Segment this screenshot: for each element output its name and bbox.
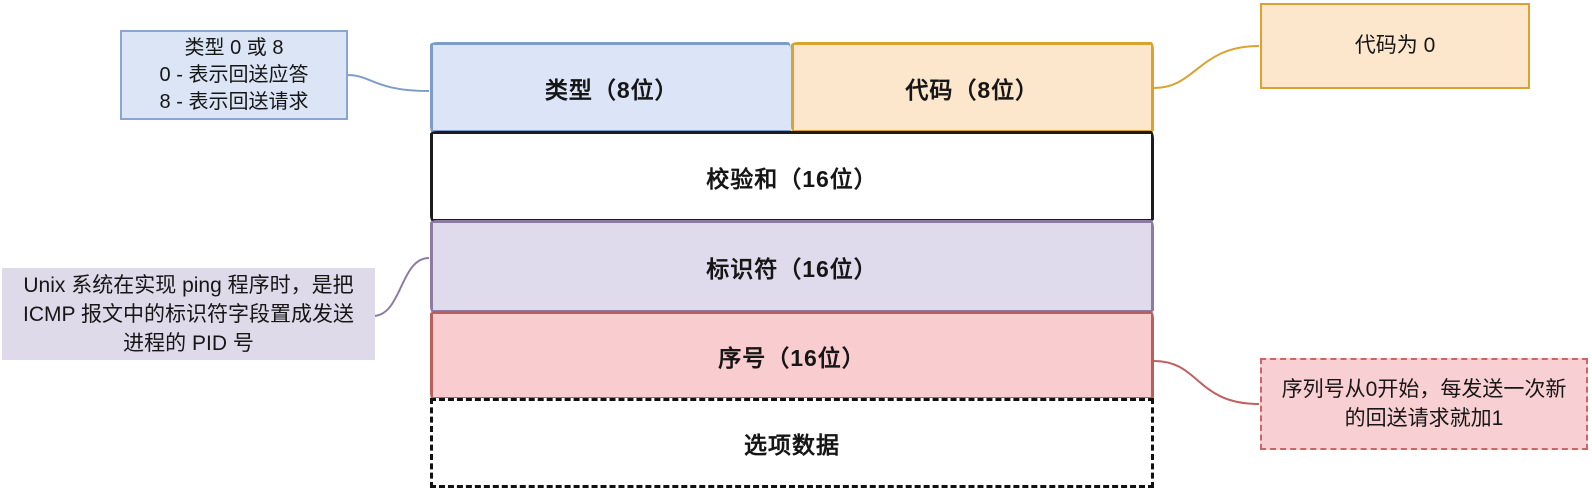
- type-note-line-2: 0 - 表示回送应答: [159, 63, 309, 86]
- field-identifier: 标识符（16位）: [430, 220, 1154, 313]
- sequence-note: 序列号从0开始，每发送一次新 的回送请求就加1: [1260, 358, 1588, 450]
- identifier-note-line-1: Unix 系统在实现 ping 程序时，是把: [23, 273, 354, 297]
- type-note-line-3: 8 - 表示回送请求: [159, 90, 309, 113]
- sequence-note-line-1: 序列号从0开始，每发送一次新: [1281, 378, 1567, 401]
- field-type-label: 类型（8位）: [544, 76, 679, 103]
- field-code-label: 代码（8位）: [905, 76, 1040, 103]
- field-options-data: 选项数据: [430, 398, 1154, 488]
- field-checksum-label: 校验和（16位）: [706, 165, 878, 192]
- type-note-line-1: 类型 0 或 8: [184, 36, 284, 59]
- field-identifier-label: 标识符（16位）: [706, 255, 878, 282]
- field-type: 类型（8位）: [430, 42, 791, 133]
- field-sequence-label: 序号（16位）: [718, 344, 866, 371]
- field-options-data-label: 选项数据: [744, 432, 840, 458]
- type-note-connector-line: [346, 74, 430, 92]
- field-row-type-code: 类型（8位） 代码（8位）: [430, 42, 1154, 133]
- field-sequence: 序号（16位）: [430, 311, 1154, 400]
- identifier-note-line-3: 进程的 PID 号: [123, 331, 254, 355]
- sequence-note-line-2: 的回送请求就加1: [1344, 407, 1504, 430]
- code-note: 代码为 0: [1260, 3, 1530, 89]
- code-note-connector-line: [1153, 45, 1260, 89]
- code-note-text: 代码为 0: [1354, 34, 1436, 57]
- identifier-note: Unix 系统在实现 ping 程序时，是把 ICMP 报文中的标识符字段置成发…: [2, 268, 375, 360]
- identifier-note-line-2: ICMP 报文中的标识符字段置成发送: [23, 302, 354, 326]
- sequence-note-connector-line: [1153, 360, 1260, 405]
- field-checksum: 校验和（16位）: [430, 131, 1154, 222]
- identifier-note-connector-line: [372, 257, 430, 317]
- field-code: 代码（8位）: [790, 42, 1154, 133]
- type-note: 类型 0 或 8 0 - 表示回送应答 8 - 表示回送请求: [120, 30, 348, 120]
